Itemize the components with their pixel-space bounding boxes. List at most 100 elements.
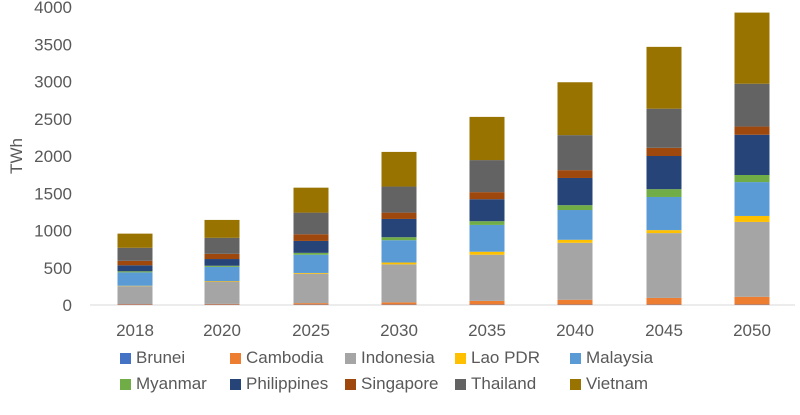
bar-segment-indonesia [117,286,153,305]
x-tick-label: 2025 [292,321,330,340]
bar-segment-myanmar [557,205,593,211]
bar-segment-cambodia [381,302,417,305]
bar-segment-philippines [646,156,682,190]
legend-item-cambodia: Cambodia [230,348,345,368]
bar-segment-lao-pdr [557,239,593,243]
y-axis-ticks: 0 500 1000 1500 2000 2500 3000 3500 4000 [34,0,72,315]
legend-swatch-icon [455,352,466,364]
bar-segment-indonesia [469,254,505,301]
legend-item-philippines: Philippines [230,374,345,394]
legend-swatch-icon [455,378,466,390]
bar-segment-indonesia [557,242,593,300]
legend-label: Singapore [361,374,439,393]
bar-segment-malaysia [117,272,153,286]
bar-segment-philippines [557,177,593,206]
bar-segment-philippines [469,199,505,222]
bar-segment-thailand [381,186,417,213]
bar-2030 [381,151,417,305]
bars [117,12,770,305]
bar-segment-vietnam [557,82,593,136]
legend-label: Lao PDR [471,348,540,367]
bar-segment-myanmar [293,252,329,255]
legend-swatch-icon [230,378,241,390]
bar-segment-vietnam [381,151,417,187]
bar-segment-vietnam [117,233,153,248]
legend-label: Brunei [136,348,186,367]
bar-segment-thailand [734,83,770,127]
bar-segment-vietnam [646,46,682,109]
legend-label: Indonesia [361,348,435,367]
bar-segment-thailand [557,135,593,171]
bar-2025 [293,187,329,305]
bar-segment-vietnam [204,219,240,238]
y-axis-label: TWh [7,138,26,174]
bar-segment-indonesia [293,273,329,304]
bar-2018 [117,233,153,305]
y-tick-label: 4000 [34,0,72,17]
bar-2035 [469,116,505,305]
y-tick-label: 0 [63,296,72,315]
bar-segment-indonesia [381,264,417,303]
bar-segment-singapore [117,260,153,266]
bar-segment-cambodia [557,299,593,305]
bar-segment-cambodia [204,303,240,305]
bar-segment-lao-pdr [204,281,240,282]
legend-label: Vietnam [586,374,649,393]
bar-segment-lao-pdr [381,262,417,265]
y-tick-label: 3000 [34,73,72,92]
legend-label: Philippines [246,374,329,393]
bar-2020 [204,219,240,305]
x-tick-label: 2020 [203,321,241,340]
y-tick-label: 1000 [34,222,72,241]
x-tick-label: 2018 [116,321,154,340]
bar-segment-philippines [381,218,417,238]
legend-swatch-icon [570,378,581,390]
legend-item-vietnam: Vietnam [570,374,690,394]
bar-segment-cambodia [469,300,505,305]
bar-2045 [646,46,682,305]
bar-segment-myanmar [204,265,240,267]
bar-segment-cambodia [646,297,682,305]
bar-segment-lao-pdr [734,215,770,222]
legend-item-brunei: Brunei [120,348,230,368]
bar-segment-malaysia [381,240,417,263]
legend-swatch-icon [120,352,131,364]
y-tick-label: 2000 [34,147,72,166]
legend-item-myanmar: Myanmar [120,374,230,394]
legend-label: Thailand [471,374,537,393]
bar-segment-myanmar [734,174,770,183]
bar-segment-myanmar [646,189,682,197]
bar-2050 [734,12,770,305]
bar-segment-vietnam [734,12,770,84]
bar-segment-philippines [204,259,240,266]
legend-swatch-icon [345,352,356,364]
x-tick-label: 2050 [733,321,771,340]
bar-segment-singapore [293,234,329,241]
bar-segment-singapore [734,126,770,135]
x-tick-label: 2030 [380,321,418,340]
bar-segment-myanmar [381,237,417,241]
y-tick-label: 2500 [34,110,72,129]
legend-label: Cambodia [246,348,324,367]
y-tick-label: 3500 [34,35,72,54]
bar-segment-malaysia [204,266,240,282]
x-tick-label: 2040 [556,321,594,340]
bar-segment-thailand [117,247,153,261]
bar-segment-thailand [469,160,505,193]
bar-segment-myanmar [117,271,153,273]
x-tick-label: 2045 [645,321,683,340]
legend: Brunei Cambodia Indonesia Lao PDR Malaysia My… [120,348,740,394]
legend-item-singapore: Singapore [345,374,455,394]
bar-segment-thailand [646,108,682,148]
bar-segment-cambodia [293,303,329,305]
bar-segment-malaysia [293,254,329,273]
bar-segment-indonesia [734,221,770,297]
bar-segment-indonesia [204,281,240,304]
bar-segment-malaysia [469,224,505,252]
bar-segment-philippines [734,134,770,175]
legend-swatch-icon [570,352,581,364]
bar-segment-singapore [646,147,682,156]
bar-segment-philippines [293,240,329,253]
legend-swatch-icon [230,352,241,364]
legend-swatch-icon [120,378,131,390]
